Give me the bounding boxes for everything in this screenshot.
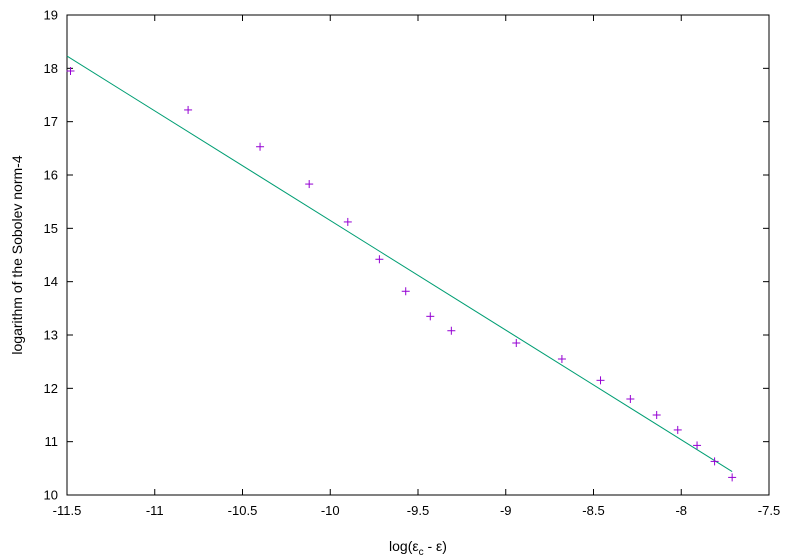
x-tick-label: -10 — [321, 503, 340, 518]
data-point — [596, 376, 605, 385]
x-tick-label: -8 — [675, 503, 687, 518]
data-points-group — [66, 67, 737, 482]
data-point — [693, 441, 702, 450]
x-axis-label-subscript: c — [419, 547, 424, 558]
y-tick-label: 15 — [44, 221, 58, 236]
data-point — [447, 326, 456, 335]
x-tick-label: -9 — [500, 503, 512, 518]
x-tick-label: -11.5 — [53, 503, 82, 518]
fit-line-group — [66, 55, 733, 472]
y-tick-label: 19 — [44, 8, 58, 23]
data-point — [66, 67, 75, 75]
data-point — [557, 355, 566, 363]
data-point — [305, 180, 314, 189]
x-axis-label-tail: - ε) — [424, 538, 447, 554]
y-tick-label: 18 — [44, 61, 58, 76]
data-point — [710, 457, 719, 466]
data-point — [673, 425, 682, 434]
data-point — [343, 217, 352, 226]
x-tick-label: -10.5 — [228, 503, 258, 518]
data-point — [512, 339, 521, 347]
y-tick-label: 16 — [44, 168, 58, 183]
y-tick-label: 13 — [44, 328, 58, 343]
x-tick-label: -9.5 — [407, 503, 429, 518]
plot-area-border — [66, 14, 770, 496]
y-tick-label: 17 — [44, 114, 58, 129]
data-point — [426, 312, 435, 321]
data-point — [728, 473, 737, 482]
x-axis-ticks: -11.5 -11 -10.5 -10 -9.5 -9 -8.5 -8 -7.5 — [53, 15, 780, 518]
x-tick-label: -8.5 — [582, 503, 604, 518]
fit-line — [66, 55, 733, 472]
y-tick-label: 10 — [44, 488, 58, 503]
y-tick-label: 14 — [44, 274, 58, 289]
y-tick-label: 12 — [44, 381, 58, 396]
data-point — [184, 105, 193, 114]
x-tick-label: -11 — [146, 503, 164, 518]
data-point — [626, 395, 635, 403]
y-axis-ticks: 10 11 12 13 14 15 16 17 18 19 — [44, 8, 769, 503]
data-point — [256, 142, 265, 151]
data-point — [401, 287, 410, 296]
y-axis-label: logarithm of the Sobolev norm-4 — [9, 155, 25, 354]
x-axis-label-main: log(ε — [389, 538, 419, 554]
x-tick-label: -7.5 — [758, 503, 780, 518]
data-point — [375, 255, 384, 264]
data-point — [652, 411, 661, 419]
y-tick-label: 11 — [45, 434, 59, 449]
x-axis-label: log(εc - ε) — [389, 538, 447, 558]
